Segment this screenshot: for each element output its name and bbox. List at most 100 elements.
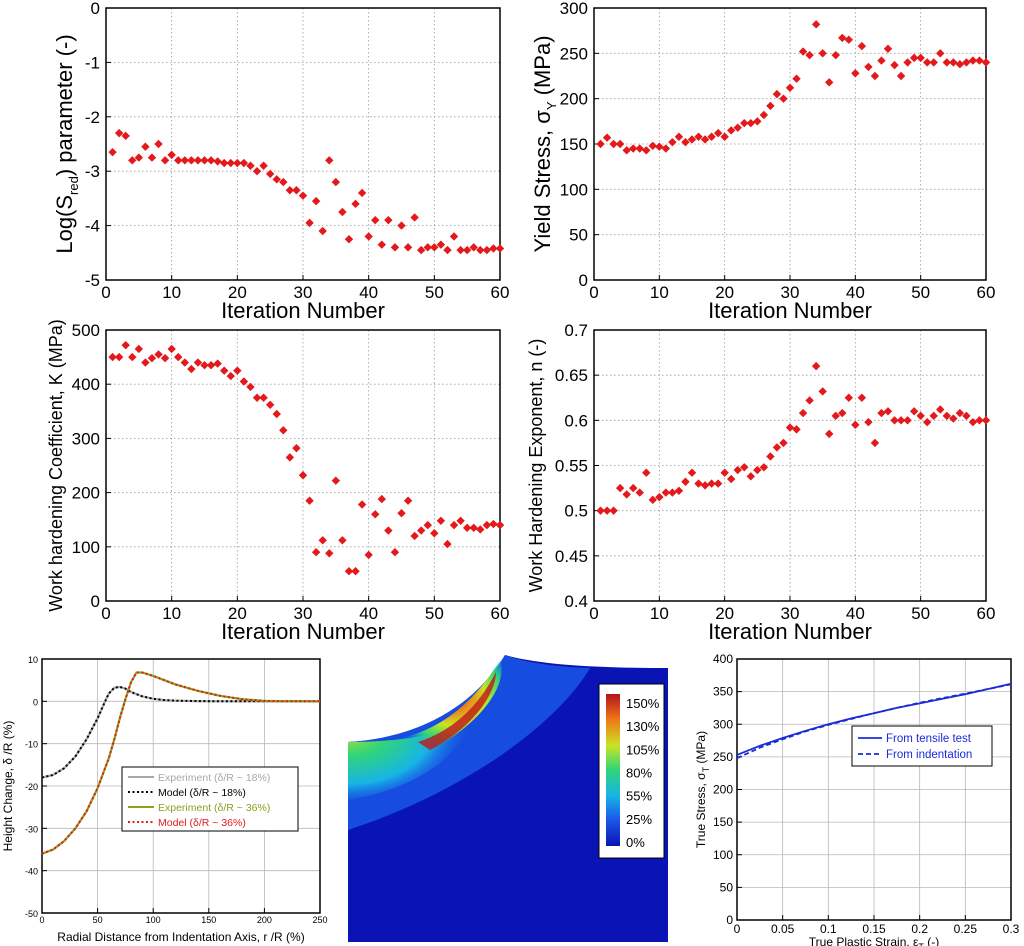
x-axis-title: Iteration Number — [221, 298, 385, 323]
y-tick-label: -20 — [25, 782, 38, 792]
data-point — [772, 443, 782, 452]
data-point — [811, 20, 821, 29]
data-point — [890, 416, 899, 425]
x-tick-label: 20 — [715, 283, 734, 302]
data-point — [193, 358, 203, 367]
data-point — [733, 465, 742, 475]
data-point — [364, 550, 373, 560]
data-point — [220, 366, 229, 375]
data-point — [713, 128, 723, 138]
data-point — [449, 232, 459, 241]
data-point — [785, 423, 795, 432]
y-tick-label: 0 — [91, 0, 100, 18]
x-tick-label: 250 — [312, 915, 327, 925]
y-tick-label: -5 — [85, 271, 100, 290]
contour-plot: 150% 130% 105% 80% 55% 25% 0% — [348, 655, 668, 942]
data-point — [292, 186, 301, 195]
data-point — [456, 516, 465, 525]
y-tick-label: 250 — [560, 44, 588, 63]
data-point — [818, 49, 827, 58]
y-axis-title: Yield Stress, σY (MPa) — [530, 35, 559, 252]
data-point — [325, 549, 334, 558]
data-point — [811, 361, 821, 371]
y-tick-label: 0.7 — [564, 321, 588, 340]
data-point — [272, 409, 281, 419]
y-tick-label: 0 — [33, 697, 38, 707]
data-point — [903, 58, 912, 67]
data-point — [798, 47, 808, 56]
data-point — [962, 58, 971, 67]
data-point — [942, 411, 951, 421]
data-point — [417, 245, 426, 255]
data-point — [838, 33, 847, 43]
data-point — [877, 56, 886, 65]
x-tick-label: 50 — [911, 283, 930, 302]
x-tick-label: 0 — [589, 604, 598, 623]
x-tick-label: 200 — [257, 915, 272, 925]
data-point — [955, 408, 965, 418]
data-point — [903, 416, 912, 425]
data-point — [285, 186, 295, 195]
data-point — [331, 177, 341, 187]
data-point — [489, 519, 498, 529]
data-point — [949, 58, 958, 67]
data-point — [602, 133, 612, 142]
y-tick-label: 0.55 — [555, 457, 588, 476]
x-tick-label: 0.25 — [954, 922, 978, 936]
y-tick-label: 0.45 — [555, 547, 588, 566]
y-tick-label: 0 — [579, 271, 588, 290]
data-point — [233, 366, 242, 375]
y-tick-label: -3 — [85, 162, 100, 181]
x-tick-label: 40 — [359, 283, 378, 302]
data-point — [141, 142, 150, 151]
series-line — [736, 683, 1012, 760]
data-point — [923, 58, 932, 67]
data-point — [694, 479, 703, 488]
data-point — [923, 417, 932, 427]
data-point — [785, 83, 795, 92]
x-tick-label: 60 — [491, 283, 510, 302]
data-point — [962, 411, 971, 421]
data-point — [114, 128, 124, 138]
x-axis-title: Radial Distance from Indentation Axis, r… — [57, 930, 304, 944]
chart-yield-stress: 0 10 20 30 40 50 60 0 50 100 150 200 250 300 Iteration… — [530, 0, 995, 323]
data-point — [648, 141, 657, 151]
data-point — [642, 146, 651, 155]
x-axis-title: Iteration Number — [221, 619, 385, 644]
data-point — [449, 520, 459, 530]
chart-flow-curve: 0 0.05 0.1 0.15 0.2 0.25 0.3 0 50 100 150 200 250 300… — [694, 652, 1020, 946]
x-tick-label: 40 — [359, 604, 378, 623]
data-point — [687, 135, 697, 144]
x-tick-label: 50 — [425, 283, 444, 302]
data-point — [252, 393, 262, 402]
data-point — [759, 110, 769, 120]
data-point — [377, 494, 386, 504]
data-point — [825, 429, 834, 439]
x-tick-label: 60 — [977, 604, 996, 623]
data-point — [147, 353, 157, 363]
data-point — [154, 350, 163, 359]
data-point — [909, 53, 919, 63]
data-point — [180, 156, 189, 165]
y-tick-label: 150 — [713, 815, 733, 829]
data-point — [779, 94, 788, 103]
data-point — [160, 156, 170, 165]
y-tick-label: 400 — [72, 375, 100, 394]
data-point — [727, 474, 736, 484]
y-axis-title: Height Change, δ /R (%) — [1, 721, 15, 852]
data-point — [896, 71, 906, 81]
y-tick-label: 50 — [569, 226, 588, 245]
colorbar-label: 0% — [626, 835, 645, 850]
data-point — [311, 548, 321, 557]
data-point — [831, 411, 840, 421]
data-point — [147, 153, 157, 162]
data-point — [596, 506, 605, 515]
data-point — [344, 235, 354, 244]
data-point — [134, 153, 144, 162]
data-point — [357, 188, 367, 198]
data-point — [746, 118, 755, 128]
data-point — [167, 344, 176, 354]
data-point — [779, 438, 788, 448]
data-point — [128, 156, 137, 165]
data-point — [661, 488, 671, 497]
